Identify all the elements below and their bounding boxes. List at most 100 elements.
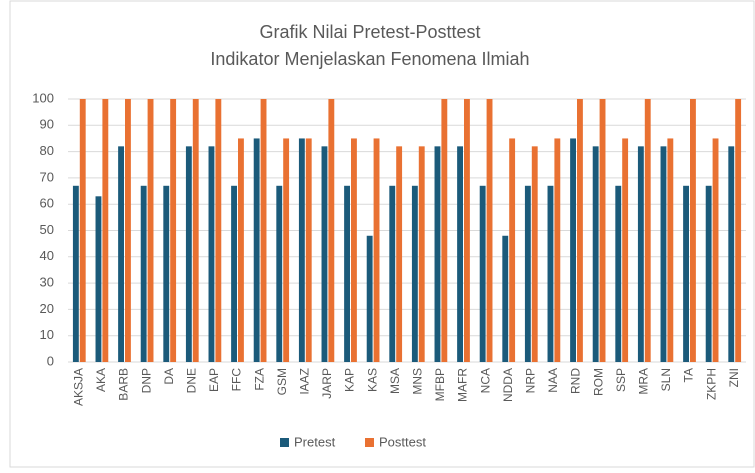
bar (396, 146, 403, 362)
bar (683, 185, 689, 362)
bar (434, 146, 441, 362)
bar (660, 146, 667, 362)
x-tick-label: SLN (659, 368, 673, 391)
bar (502, 235, 509, 362)
bar (554, 138, 561, 362)
x-tick-label: AKA (94, 368, 108, 392)
x-tick-label: NDDA (501, 368, 515, 402)
legend-swatch (365, 438, 374, 447)
bar (464, 99, 470, 362)
bar (712, 138, 719, 362)
bar (305, 138, 312, 362)
bar (577, 99, 583, 362)
x-tick-label: DNP (139, 368, 153, 393)
bar (615, 185, 622, 362)
bar (524, 185, 531, 362)
bar (622, 138, 629, 362)
x-tick-label: MRA (636, 368, 650, 395)
x-tick-label: ZKPH (704, 368, 718, 400)
y-tick-label: 80 (40, 143, 54, 158)
bar (366, 235, 373, 362)
bar (192, 99, 199, 362)
bar (163, 185, 170, 362)
bar (570, 138, 576, 362)
bar (351, 138, 357, 362)
chart-subtitle: Indikator Menjelaskan Fenomena Ilmiah (210, 49, 529, 69)
y-tick-label: 100 (32, 90, 54, 105)
x-tick-label: KAP (343, 368, 357, 392)
x-tick-label: EAP (207, 368, 221, 392)
x-tick-label: MFBP (433, 368, 447, 401)
legend-label: Pretest (294, 434, 336, 449)
x-tick-label: DNE (184, 368, 198, 393)
bar (479, 185, 486, 362)
chart-title: Grafik Nilai Pretest-Posttest (259, 22, 480, 42)
bar (373, 138, 380, 362)
y-tick-label: 30 (40, 275, 54, 290)
y-tick-label: 50 (40, 222, 54, 237)
y-tick-label: 10 (40, 327, 54, 342)
bar (547, 185, 554, 362)
bar (592, 146, 599, 362)
bar (531, 146, 538, 362)
bar (238, 138, 244, 362)
bar (253, 138, 260, 362)
bar (411, 185, 418, 362)
x-tick-label: JARP (320, 368, 334, 399)
x-tick-label: GSM (275, 368, 289, 395)
x-tick-label: IAAZ (297, 368, 311, 395)
bar (283, 138, 290, 362)
x-tick-label: NCA (478, 368, 492, 393)
bar (389, 185, 396, 362)
y-tick-label: 60 (40, 196, 54, 211)
legend-swatch (280, 438, 289, 447)
bar (328, 99, 335, 362)
x-tick-label: AKSJA (71, 368, 85, 406)
x-tick-label: MNS (410, 368, 424, 395)
bar (705, 185, 712, 362)
y-tick-label: 20 (40, 301, 54, 316)
y-tick-label: 90 (40, 117, 54, 132)
x-tick-label: MAFR (456, 368, 470, 402)
bar (321, 146, 328, 362)
bar (185, 146, 192, 362)
x-tick-label: ZNI (727, 368, 741, 387)
bar (486, 99, 493, 362)
y-tick-label: 0 (47, 353, 54, 368)
bar (95, 196, 102, 362)
x-tick-label: FFC (230, 368, 244, 392)
bar (344, 185, 350, 362)
bar (599, 99, 606, 362)
bar (215, 99, 222, 362)
bar (509, 138, 516, 362)
x-tick-label: TA (682, 368, 696, 382)
y-tick-label: 40 (40, 248, 54, 263)
x-tick-label: BARB (117, 368, 131, 401)
bar (125, 99, 131, 362)
bar (276, 185, 283, 362)
bar (231, 185, 237, 362)
bar (441, 99, 448, 362)
x-tick-label: FZA (252, 368, 266, 391)
bar (102, 99, 109, 362)
bar (728, 146, 735, 362)
x-tick-label: MSA (388, 368, 402, 394)
bar (457, 146, 463, 362)
bar (637, 146, 644, 362)
bar (735, 99, 742, 362)
bar (79, 99, 86, 362)
bar (208, 146, 215, 362)
bar (170, 99, 177, 362)
x-tick-label: RND (569, 368, 583, 394)
bar (72, 185, 79, 362)
x-tick-label: NRP (523, 368, 537, 393)
legend-label: Posttest (379, 434, 426, 449)
x-tick-label: DA (162, 368, 176, 385)
x-tick-label: NAA (546, 368, 560, 393)
bar (298, 138, 305, 362)
x-tick-label: SSP (614, 368, 628, 392)
bar (667, 138, 674, 362)
bar (147, 99, 154, 362)
x-tick-label: KAS (365, 368, 379, 392)
